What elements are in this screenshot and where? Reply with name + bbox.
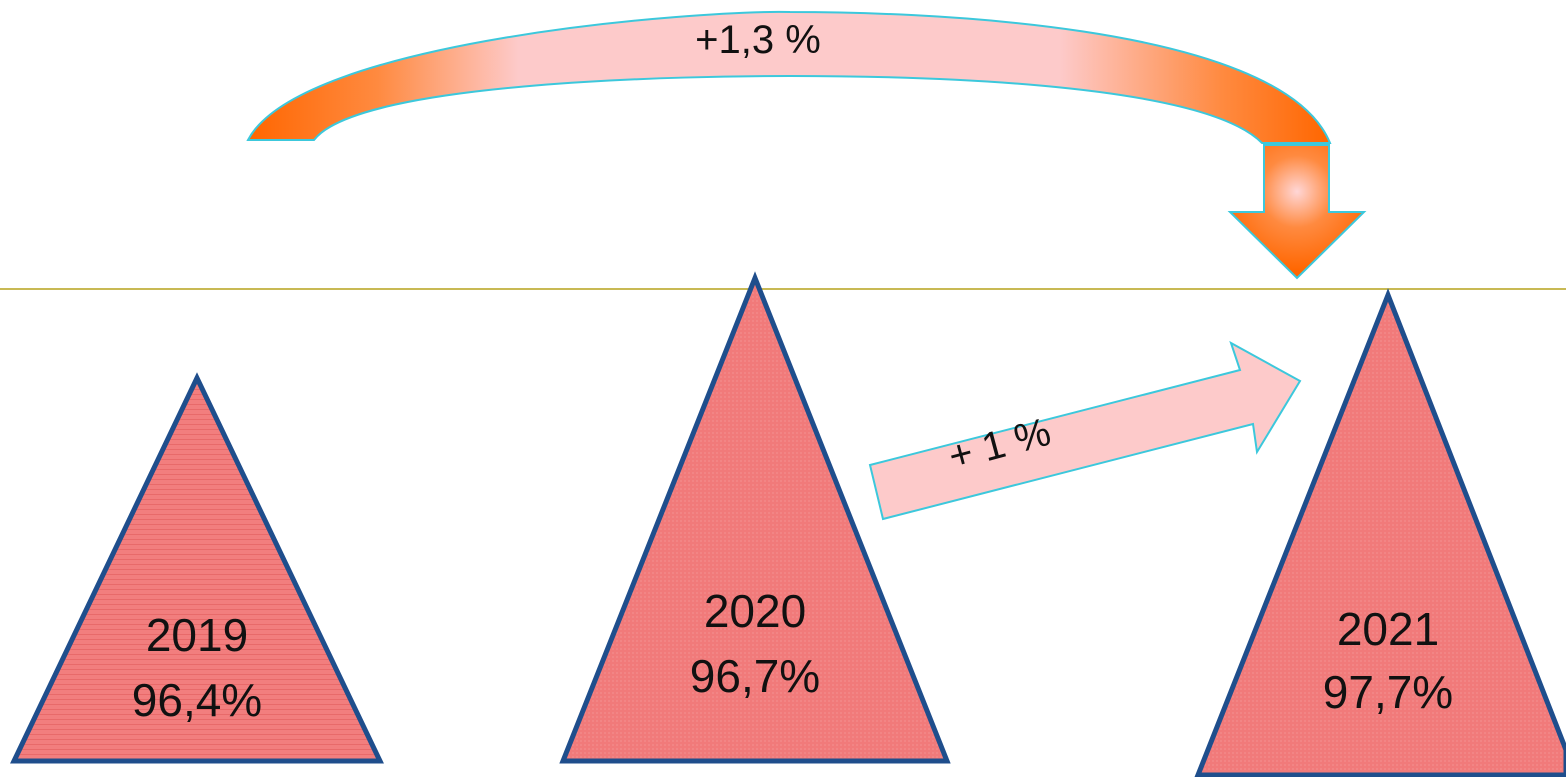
curved-arrow: +1,3 %	[246, 10, 1367, 280]
curved-arrow-head	[1227, 144, 1367, 280]
triangle-2020-shape	[559, 271, 951, 764]
triangle-2021: 2021 97,7%	[1194, 288, 1566, 777]
straight-arrow-shape	[868, 340, 1302, 521]
triangle-2021-year: 2021	[1337, 603, 1439, 655]
triangle-2019-year: 2019	[146, 609, 248, 661]
triangle-2020-year: 2020	[704, 585, 806, 637]
triangle-2020-value: 96,7%	[690, 650, 820, 702]
triangle-2019-value: 96,4%	[132, 674, 262, 726]
triangle-2021-value: 97,7%	[1323, 666, 1453, 718]
triangle-2020: 2020 96,7%	[559, 271, 951, 764]
triangle-2021-shape	[1194, 288, 1566, 777]
curved-arrow-band	[246, 10, 1332, 144]
triangle-2019: 2019 96,4%	[10, 372, 384, 764]
curved-arrow-label: +1,3 %	[695, 18, 821, 62]
straight-arrow: + 1 %	[868, 340, 1302, 521]
triangle-2019-shape	[10, 372, 384, 764]
